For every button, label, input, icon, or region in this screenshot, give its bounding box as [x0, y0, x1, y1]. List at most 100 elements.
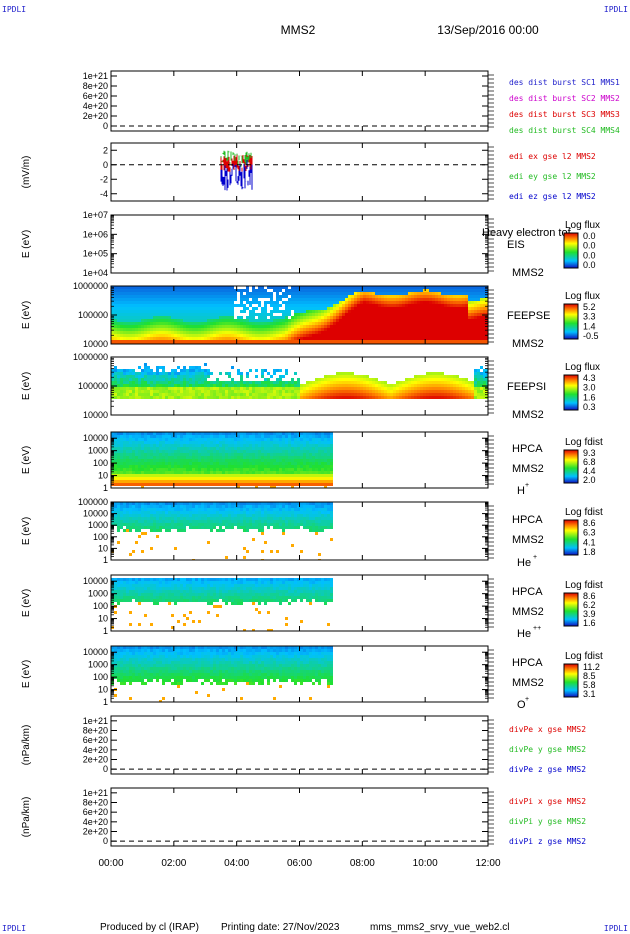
heatmap-cell: [135, 310, 138, 313]
heatmap-cell: [468, 331, 471, 334]
heatmap-cell: [111, 375, 114, 378]
heatmap-cell: [213, 462, 216, 465]
heatmap-cell: [423, 334, 426, 337]
heatmap-cell: [246, 301, 249, 304]
heatmap-cell: [372, 328, 375, 331]
heatmap-cell: [333, 292, 336, 295]
heatmap-cell: [303, 316, 306, 319]
heatmap-cell: [153, 313, 156, 316]
heatmap-cell: [183, 477, 186, 480]
heatmap-cell: [174, 331, 177, 334]
heatmap-cell: [405, 387, 408, 390]
heatmap-cell: [174, 444, 177, 447]
heatmap-cell: [327, 295, 330, 298]
heatmap-cell: [486, 307, 488, 310]
heatmap-cell: [267, 328, 270, 331]
heatmap-cell: [126, 387, 129, 390]
heatmap-cell: [177, 313, 180, 316]
heatmap-cell: [189, 295, 192, 298]
heatmap-cell: [264, 337, 267, 340]
heatmap-cell: [480, 375, 483, 378]
heatmap-cell: [303, 322, 306, 325]
heatmap-cell: [201, 462, 204, 465]
heatmap-cell: [162, 435, 165, 438]
heatmap-cell: [372, 316, 375, 319]
heatmap-cell: [180, 456, 183, 459]
heatmap-cell: [438, 292, 441, 295]
heatmap-cell: [327, 387, 330, 390]
heatmap-cell: [348, 316, 351, 319]
heatmap-cell: [264, 331, 267, 334]
heatmap-cell: [474, 378, 477, 381]
heatmap-cell: [264, 462, 267, 465]
heatmap-cell: [243, 331, 246, 334]
heatmap-cell: [270, 331, 273, 334]
heatmap-cell: [288, 340, 291, 343]
heatmap-cell: [174, 289, 177, 292]
heatmap-cell: [153, 298, 156, 301]
heatmap-cell: [261, 435, 264, 438]
heatmap-cell: [309, 316, 312, 319]
heatmap-cell: [189, 307, 192, 310]
heatmap-cell: [159, 384, 162, 387]
heatmap-cell: [462, 378, 465, 381]
heatmap-cell: [198, 337, 201, 340]
heatmap-cell: [303, 393, 306, 396]
heatmap-cell: [462, 325, 465, 328]
heatmap-cell: [165, 301, 168, 304]
heatmap-cell: [147, 304, 150, 307]
heatmap-cell: [114, 298, 117, 301]
heatmap-cell: [318, 307, 321, 310]
heatmap-cell: [369, 396, 372, 399]
heatmap-cell: [198, 459, 201, 462]
heatmap-cell: [432, 381, 435, 384]
heatmap-cell: [444, 325, 447, 328]
heatmap-cell: [201, 438, 204, 441]
heatmap-cell: [390, 322, 393, 325]
heatmap-cell: [168, 331, 171, 334]
heatmap-cell: [252, 444, 255, 447]
heatmap-cell: [231, 286, 234, 289]
heatmap-cell: [357, 334, 360, 337]
heatmap-cell: [453, 381, 456, 384]
heatmap-cell: [144, 340, 147, 343]
heatmap-cell: [240, 295, 243, 298]
heatmap-cell: [291, 387, 294, 390]
heatmap-cell: [291, 432, 294, 435]
heatmap-cell: [231, 435, 234, 438]
heatmap-cell: [186, 378, 189, 381]
heatmap-cell: [222, 310, 225, 313]
heatmap-cell: [129, 435, 132, 438]
heatmap-cell: [384, 331, 387, 334]
heatmap-cell: [207, 459, 210, 462]
heatmap-cell: [288, 396, 291, 399]
heatmap-cell: [222, 301, 225, 304]
heatmap-cell: [216, 471, 219, 474]
heatmap-cell: [174, 477, 177, 480]
heatmap-cell: [189, 375, 192, 378]
heatmap-cell: [186, 438, 189, 441]
heatmap-cell: [258, 337, 261, 340]
heatmap-cell: [183, 441, 186, 444]
heatmap-cell: [120, 432, 123, 435]
heatmap-cell: [396, 337, 399, 340]
heatmap-cell: [117, 432, 120, 435]
heatmap-cell: [132, 441, 135, 444]
heatmap-cell: [171, 307, 174, 310]
heatmap-cell: [315, 337, 318, 340]
heatmap-cell: [288, 465, 291, 468]
heatmap-cell: [201, 334, 204, 337]
heatmap-cell: [324, 304, 327, 307]
heatmap-cell: [318, 292, 321, 295]
heatmap-cell: [129, 474, 132, 477]
heatmap-cell: [183, 366, 186, 369]
heatmap-cell: [117, 483, 120, 486]
heatmap-cell: [393, 307, 396, 310]
heatmap-cell: [153, 372, 156, 375]
heatmap-cell: [174, 313, 177, 316]
heatmap-cell: [306, 334, 309, 337]
heatmap-cell: [228, 337, 231, 340]
heatmap-cell: [297, 298, 300, 301]
heatmap-cell: [360, 384, 363, 387]
